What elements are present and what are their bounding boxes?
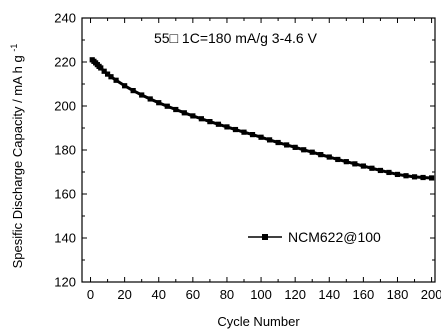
data-point bbox=[139, 92, 145, 98]
x-tick-label: 40 bbox=[152, 287, 166, 302]
data-point bbox=[309, 149, 315, 155]
data-point bbox=[403, 173, 409, 179]
data-point bbox=[249, 132, 256, 138]
data-point bbox=[292, 144, 298, 150]
x-tick-label: 60 bbox=[186, 287, 200, 302]
y-tick-label: 180 bbox=[54, 143, 76, 158]
data-point bbox=[284, 142, 290, 148]
y-tick-label: 160 bbox=[54, 187, 76, 202]
data-point bbox=[428, 175, 435, 181]
data-point bbox=[147, 96, 153, 102]
x-tick-label: 140 bbox=[318, 287, 340, 302]
x-tick-label: 20 bbox=[117, 287, 131, 302]
data-point bbox=[98, 65, 104, 71]
data-point bbox=[101, 68, 107, 74]
data-point bbox=[411, 174, 418, 180]
data-point bbox=[207, 119, 213, 125]
data-point bbox=[360, 163, 366, 169]
data-point bbox=[301, 147, 307, 153]
data-point bbox=[343, 159, 349, 165]
plot-area bbox=[81, 17, 436, 283]
legend-label: NCM622@100 bbox=[288, 229, 381, 245]
data-point bbox=[181, 110, 187, 116]
x-tick-label: 80 bbox=[220, 287, 234, 302]
data-point bbox=[258, 134, 264, 140]
series-layer bbox=[89, 57, 435, 181]
data-point bbox=[266, 137, 273, 143]
data-point bbox=[326, 154, 332, 160]
series-line bbox=[91, 58, 432, 180]
data-point bbox=[122, 83, 128, 89]
data-point bbox=[369, 165, 375, 171]
data-point bbox=[241, 129, 247, 135]
y-tick-label: 120 bbox=[54, 275, 76, 290]
y-axis-title: Spesific Discharge Capacity / mA h g -1 bbox=[9, 44, 25, 269]
plot-frame bbox=[81, 17, 436, 283]
data-point bbox=[394, 171, 401, 178]
data-point bbox=[215, 121, 222, 127]
legend-marker bbox=[262, 234, 268, 240]
data-point bbox=[352, 161, 358, 167]
data-point bbox=[108, 74, 114, 80]
y-tick-label: 140 bbox=[54, 231, 76, 246]
data-point bbox=[104, 71, 111, 77]
x-tick-label: 160 bbox=[353, 287, 375, 302]
data-point bbox=[198, 116, 204, 122]
y-axis-title-main: Spesific Discharge Capacity / mA h g bbox=[10, 55, 25, 268]
y-tick-label: 200 bbox=[54, 99, 76, 114]
x-tick-label: 200 bbox=[421, 287, 441, 302]
x-axis-title: Cycle Number bbox=[217, 314, 300, 329]
data-point bbox=[156, 100, 162, 106]
data-point bbox=[232, 126, 239, 133]
data-point bbox=[275, 139, 281, 146]
data-point bbox=[335, 156, 341, 163]
data-point bbox=[386, 169, 392, 176]
axes-layer: 0 20 40 60 80 100 120 140 160 180 200 120 140 160 180 2… bbox=[54, 11, 441, 303]
legend: NCM622@100 bbox=[248, 229, 381, 245]
data-point bbox=[173, 106, 179, 113]
data-point bbox=[318, 152, 324, 158]
x-tick-label: 180 bbox=[387, 287, 409, 302]
data-point bbox=[224, 124, 230, 130]
data-point bbox=[420, 174, 426, 181]
data-point bbox=[164, 103, 170, 109]
data-point bbox=[377, 167, 384, 174]
data-point bbox=[113, 77, 119, 83]
x-tick-label: 100 bbox=[250, 287, 272, 302]
data-point bbox=[190, 113, 196, 119]
data-point bbox=[130, 88, 136, 94]
y-axis-title-superscript: -1 bbox=[9, 44, 19, 52]
chart-annotation: 55□ 1C=180 mA/g 3-4.6 V bbox=[154, 30, 318, 46]
x-tick-label: 120 bbox=[284, 287, 306, 302]
x-tick-label: 0 bbox=[87, 287, 94, 302]
y-tick-label: 220 bbox=[54, 55, 76, 70]
y-tick-label: 240 bbox=[54, 11, 76, 26]
